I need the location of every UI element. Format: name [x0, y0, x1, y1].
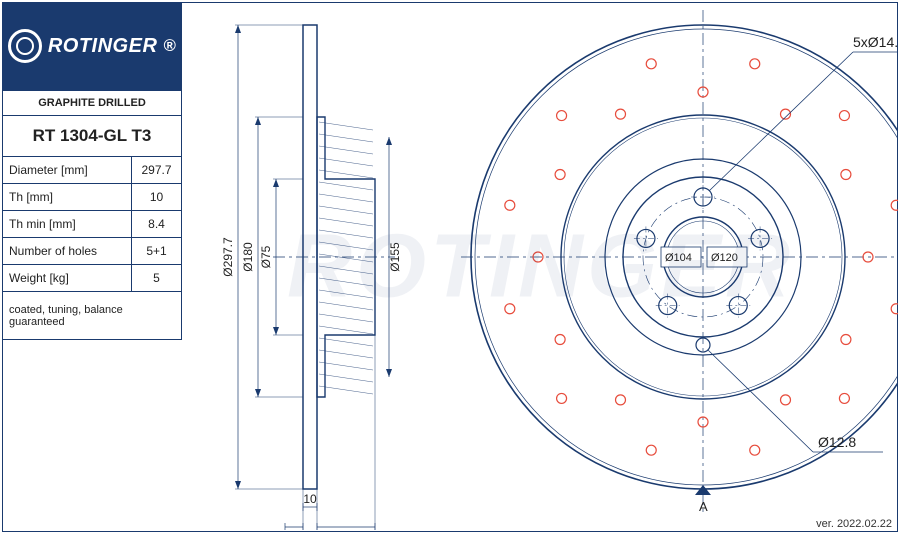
svg-text:10: 10 [303, 492, 317, 506]
brand-text: ROTINGER [48, 35, 158, 58]
drawing-area: ROTINGER 5xØ14.5Ø12.8Ø104Ø120AØ297.7Ø180… [183, 2, 898, 532]
spec-table: GRAPHITE DRILLED RT 1304-GL T3 Diameter … [2, 90, 182, 340]
table-row: Th [mm]10 [3, 184, 182, 211]
svg-text:Ø120: Ø120 [711, 252, 738, 264]
table-row: Number of holes5+1 [3, 238, 182, 265]
part-number: RT 1304-GL T3 [3, 116, 182, 157]
svg-text:Ø104: Ø104 [665, 252, 692, 264]
svg-text:Ø155: Ø155 [388, 242, 402, 272]
svg-text:Ø297.7: Ø297.7 [221, 237, 235, 277]
table-row: Diameter [mm]297.7 [3, 157, 182, 184]
note: coated, tuning, balance guaranteed [3, 292, 182, 340]
table-row: Weight [kg]5 [3, 265, 182, 292]
svg-text:Ø75: Ø75 [259, 245, 273, 268]
technical-drawing: 5xØ14.5 Ø12.8 Ø104 Ø120 A Ø297.7 Ø180 Ø75 Ø155 10… [183, 2, 898, 530]
logo-ring-icon [8, 29, 42, 63]
subtitle: GRAPHITE DRILLED [3, 91, 182, 116]
table-row: Th min [mm]8.4 [3, 211, 182, 238]
brand-logo: ROTINGER® [2, 2, 182, 90]
svg-text:Ø180: Ø180 [241, 242, 255, 272]
svg-text:5xØ14.5: 5xØ14.5 [853, 34, 898, 50]
version-label: ver. 2022.02.22 [816, 518, 892, 530]
svg-text:A: A [699, 499, 708, 514]
svg-text:Ø12.8: Ø12.8 [818, 434, 856, 450]
